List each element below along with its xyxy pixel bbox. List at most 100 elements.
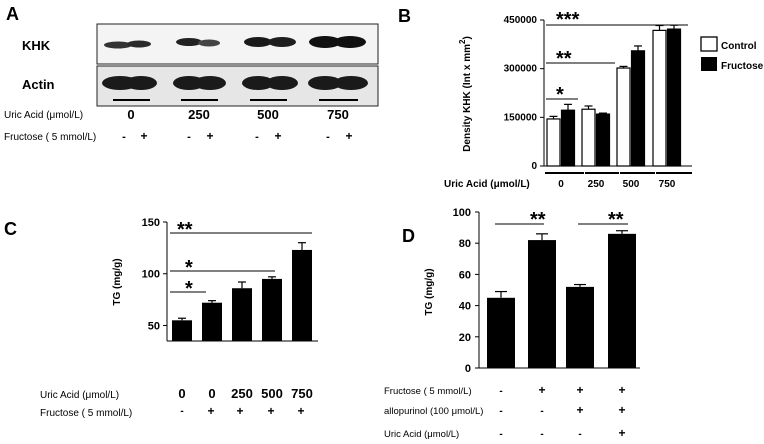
panel-d-plot: 0 20 40 60 80 100	[453, 207, 636, 375]
condition-sign: +	[618, 426, 625, 440]
condition-sign: -	[540, 406, 543, 417]
actin-band	[242, 76, 274, 90]
x-tick-label: 500	[623, 179, 640, 190]
sig-marker: **	[177, 219, 193, 241]
condition-sign: -	[578, 429, 581, 440]
uric-acid-label: Uric Acid (μmol/L)	[40, 390, 119, 401]
y-tick-label: 100	[142, 269, 160, 281]
panel-d-condition-signs: - + + + - - + + - - - +	[499, 383, 625, 440]
bar	[202, 302, 222, 341]
allopurinol-label: allopurinol (100 μmol/L)	[384, 406, 483, 417]
actin-band	[266, 76, 298, 90]
fructose-sign: +	[345, 129, 352, 143]
y-tick-label: 80	[459, 238, 471, 250]
x-tick-label: 250	[588, 179, 605, 190]
panel-d-ylabel: TG (mg/g)	[424, 268, 435, 315]
khk-band	[244, 37, 272, 47]
bar	[262, 278, 282, 341]
fructose-sign: +	[274, 129, 281, 143]
sig-marker: ***	[556, 9, 580, 31]
condition-sign: +	[618, 383, 625, 397]
bar-control	[652, 29, 667, 167]
condition-sign: -	[499, 429, 502, 440]
actin-band	[125, 76, 157, 90]
khk-band	[198, 39, 220, 47]
condition-sign: +	[576, 383, 583, 397]
condition-sign: -	[540, 429, 543, 440]
sig-marker: **	[608, 209, 624, 231]
panel-c-ylabel: TG (mg/g)	[112, 258, 123, 305]
fructose-sign: -	[326, 131, 330, 143]
x-tick-label: 750	[659, 179, 676, 190]
khk-band	[334, 36, 366, 48]
fructose-sign: +	[140, 129, 147, 143]
sig-marker: **	[530, 209, 546, 231]
x-tick-label: 0	[208, 386, 215, 401]
legend-label-fructose: Fructose	[721, 61, 764, 72]
x-tick-label: 0	[178, 386, 185, 401]
fructose-label: Fructose ( 5 mmol/L)	[384, 386, 472, 397]
bar-fructose	[630, 50, 646, 167]
bar	[528, 240, 556, 368]
bar-fructose	[560, 109, 576, 167]
bar	[292, 249, 312, 341]
panel-b-ylabel-sup: 2	[458, 39, 467, 44]
condition-sign: +	[618, 403, 625, 417]
condition-sign: -	[499, 406, 502, 417]
khk-band	[268, 37, 296, 47]
y-tick-label: 0	[465, 363, 471, 375]
bar	[608, 233, 636, 368]
legend-swatch-control	[700, 36, 718, 52]
fructose-sign: +	[206, 129, 213, 143]
y-tick-label: 450000	[504, 15, 538, 26]
blot-row-label-khk: KHK	[22, 38, 51, 53]
bar-control	[546, 118, 561, 167]
legend-swatch-fructose	[701, 57, 717, 71]
y-tick-label: 150	[142, 217, 160, 229]
y-tick-label: 300000	[504, 64, 538, 75]
panel-b-plot: 0 150000 300000 450000 0 250 500 750	[504, 15, 682, 190]
khk-band	[309, 36, 341, 48]
actin-band	[334, 76, 368, 90]
bar-control	[581, 108, 596, 167]
fructose-sign: +	[207, 404, 214, 418]
bar	[487, 297, 515, 368]
bar	[566, 286, 594, 368]
fructose-sign: -	[255, 131, 259, 143]
actin-bands	[102, 76, 368, 90]
panel-c-letter: C	[4, 219, 17, 239]
bar-control	[616, 67, 631, 167]
khk-band	[127, 40, 151, 48]
panel-d-letter: D	[402, 226, 415, 246]
condition-sign: -	[499, 386, 502, 397]
khk-bands	[104, 36, 366, 49]
y-tick-label: 40	[459, 301, 471, 313]
sig-marker: *	[556, 84, 564, 106]
fructose-sign: +	[297, 404, 304, 418]
panel-b: B 0 150000 300000 450000 0 250 500 750 Density …	[398, 6, 764, 190]
x-tick-label: 750	[291, 386, 313, 401]
khk-band	[104, 41, 132, 49]
blot-row-label-actin: Actin	[22, 77, 55, 92]
y-tick-label: 20	[459, 332, 471, 344]
bar-fructose	[666, 28, 682, 167]
panel-b-ylabel-text: Density KHK (Int x mm	[462, 44, 473, 152]
y-tick-label: 150000	[504, 112, 538, 123]
ua-value: 500	[257, 107, 279, 122]
sig-marker: *	[185, 278, 193, 300]
panel-c-fructose-signs: - + + + +	[180, 404, 304, 418]
sig-marker: **	[556, 48, 572, 70]
ua-value: 750	[327, 107, 349, 122]
fructose-sign: -	[187, 131, 191, 143]
actin-band	[194, 76, 226, 90]
bar	[232, 288, 252, 341]
fructose-sign: +	[236, 404, 243, 418]
fructose-sign: +	[267, 404, 274, 418]
panel-a-letter: A	[6, 4, 19, 24]
condition-sign: +	[538, 383, 545, 397]
uric-acid-label: Uric Acid (μmol/L)	[384, 429, 459, 440]
x-tick-label: 0	[558, 179, 564, 190]
panel-b-ylabel: Density KHK (Int x mm2)	[458, 36, 473, 152]
panel-d: D 0 20 40 60 80 100 TG (mg/g) ** ** Fructose …	[384, 207, 640, 440]
